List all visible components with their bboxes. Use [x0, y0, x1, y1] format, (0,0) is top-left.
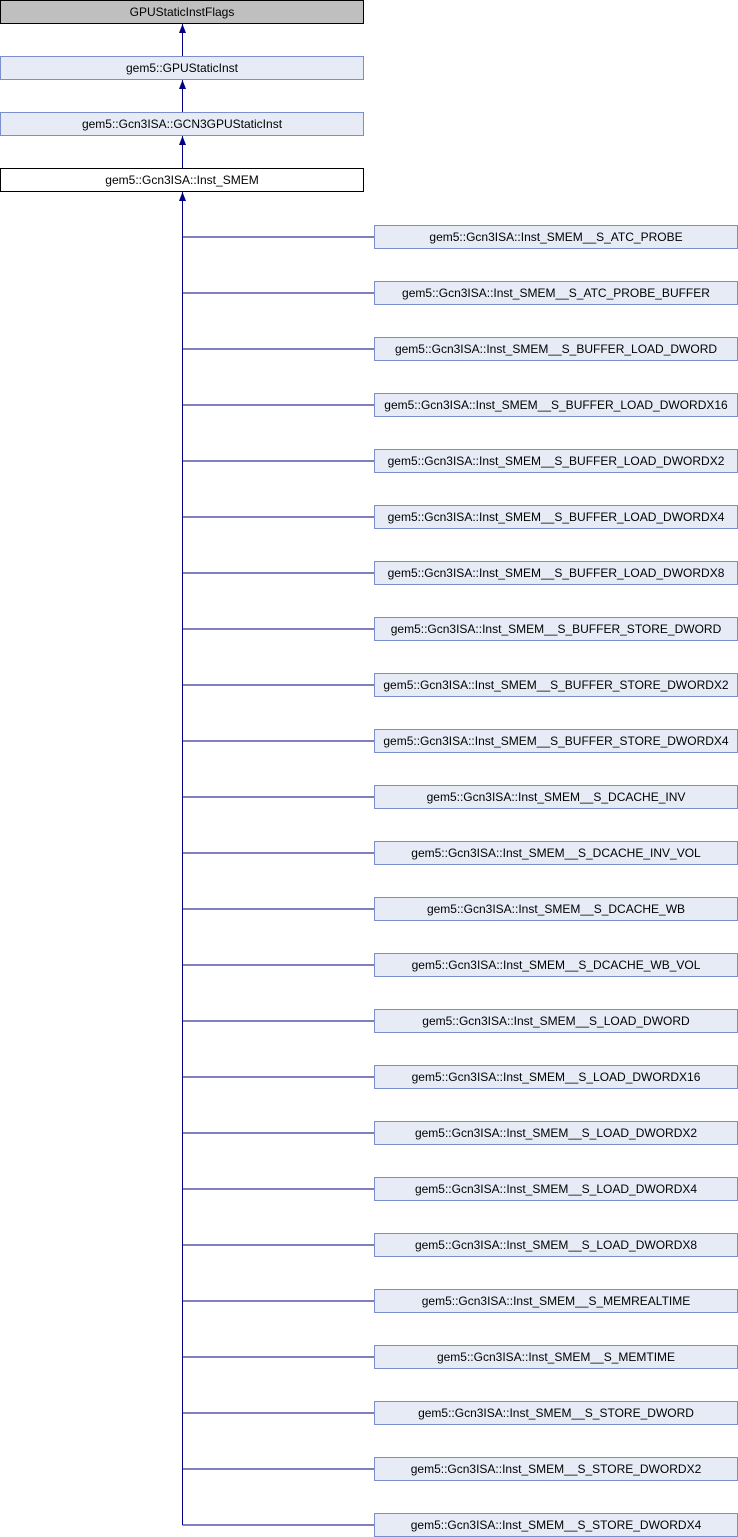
class-node-child[interactable]: gem5::Gcn3ISA::Inst_SMEM__S_LOAD_DWORDX4	[374, 1177, 738, 1201]
class-node-child[interactable]: gem5::Gcn3ISA::Inst_SMEM__S_BUFFER_LOAD_…	[374, 337, 738, 361]
class-node-child[interactable]: gem5::Gcn3ISA::Inst_SMEM__S_DCACHE_INV_V…	[374, 841, 738, 865]
class-node-inst-smem[interactable]: gem5::Gcn3ISA::Inst_SMEM	[0, 168, 364, 192]
class-node-child[interactable]: gem5::Gcn3ISA::Inst_SMEM__S_DCACHE_WB_VO…	[374, 953, 738, 977]
class-node-child[interactable]: gem5::Gcn3ISA::Inst_SMEM__S_ATC_PROBE_BU…	[374, 281, 738, 305]
class-node-child[interactable]: gem5::Gcn3ISA::Inst_SMEM__S_LOAD_DWORDX8	[374, 1233, 738, 1257]
arrowhead-icon	[179, 80, 186, 89]
class-node-child[interactable]: gem5::Gcn3ISA::Inst_SMEM__S_MEMREALTIME	[374, 1289, 738, 1313]
class-node-child[interactable]: gem5::Gcn3ISA::Inst_SMEM__S_BUFFER_STORE…	[374, 617, 738, 641]
class-node-gcn3gpustaticinst[interactable]: gem5::Gcn3ISA::GCN3GPUStaticInst	[0, 112, 364, 136]
class-node-child[interactable]: gem5::Gcn3ISA::Inst_SMEM__S_LOAD_DWORD	[374, 1009, 738, 1033]
class-node-child[interactable]: gem5::Gcn3ISA::Inst_SMEM__S_BUFFER_LOAD_…	[374, 393, 738, 417]
arrowhead-icon	[179, 136, 186, 145]
class-node-child[interactable]: gem5::Gcn3ISA::Inst_SMEM__S_BUFFER_STORE…	[374, 673, 738, 697]
class-node-child[interactable]: gem5::Gcn3ISA::Inst_SMEM__S_BUFFER_LOAD_…	[374, 561, 738, 585]
class-node-child[interactable]: gem5::Gcn3ISA::Inst_SMEM__S_BUFFER_STORE…	[374, 729, 738, 753]
arrowhead-icon	[179, 24, 186, 33]
class-node-gpustaticinstflags[interactable]: GPUStaticInstFlags	[0, 0, 364, 24]
class-node-child[interactable]: gem5::Gcn3ISA::Inst_SMEM__S_DCACHE_WB	[374, 897, 738, 921]
arrowhead-icon	[179, 192, 186, 201]
class-node-child[interactable]: gem5::Gcn3ISA::Inst_SMEM__S_LOAD_DWORDX1…	[374, 1065, 738, 1089]
class-node-child[interactable]: gem5::Gcn3ISA::Inst_SMEM__S_ATC_PROBE	[374, 225, 738, 249]
class-node-child[interactable]: gem5::Gcn3ISA::Inst_SMEM__S_MEMTIME	[374, 1345, 738, 1369]
class-node-child[interactable]: gem5::Gcn3ISA::Inst_SMEM__S_BUFFER_LOAD_…	[374, 505, 738, 529]
class-node-gpustaticinst[interactable]: gem5::GPUStaticInst	[0, 56, 364, 80]
class-node-child[interactable]: gem5::Gcn3ISA::Inst_SMEM__S_LOAD_DWORDX2	[374, 1121, 738, 1145]
class-node-child[interactable]: gem5::Gcn3ISA::Inst_SMEM__S_STORE_DWORDX…	[374, 1513, 738, 1537]
class-node-child[interactable]: gem5::Gcn3ISA::Inst_SMEM__S_DCACHE_INV	[374, 785, 738, 809]
class-node-child[interactable]: gem5::Gcn3ISA::Inst_SMEM__S_BUFFER_LOAD_…	[374, 449, 738, 473]
class-node-child[interactable]: gem5::Gcn3ISA::Inst_SMEM__S_STORE_DWORDX…	[374, 1457, 738, 1481]
class-node-child[interactable]: gem5::Gcn3ISA::Inst_SMEM__S_STORE_DWORD	[374, 1401, 738, 1425]
